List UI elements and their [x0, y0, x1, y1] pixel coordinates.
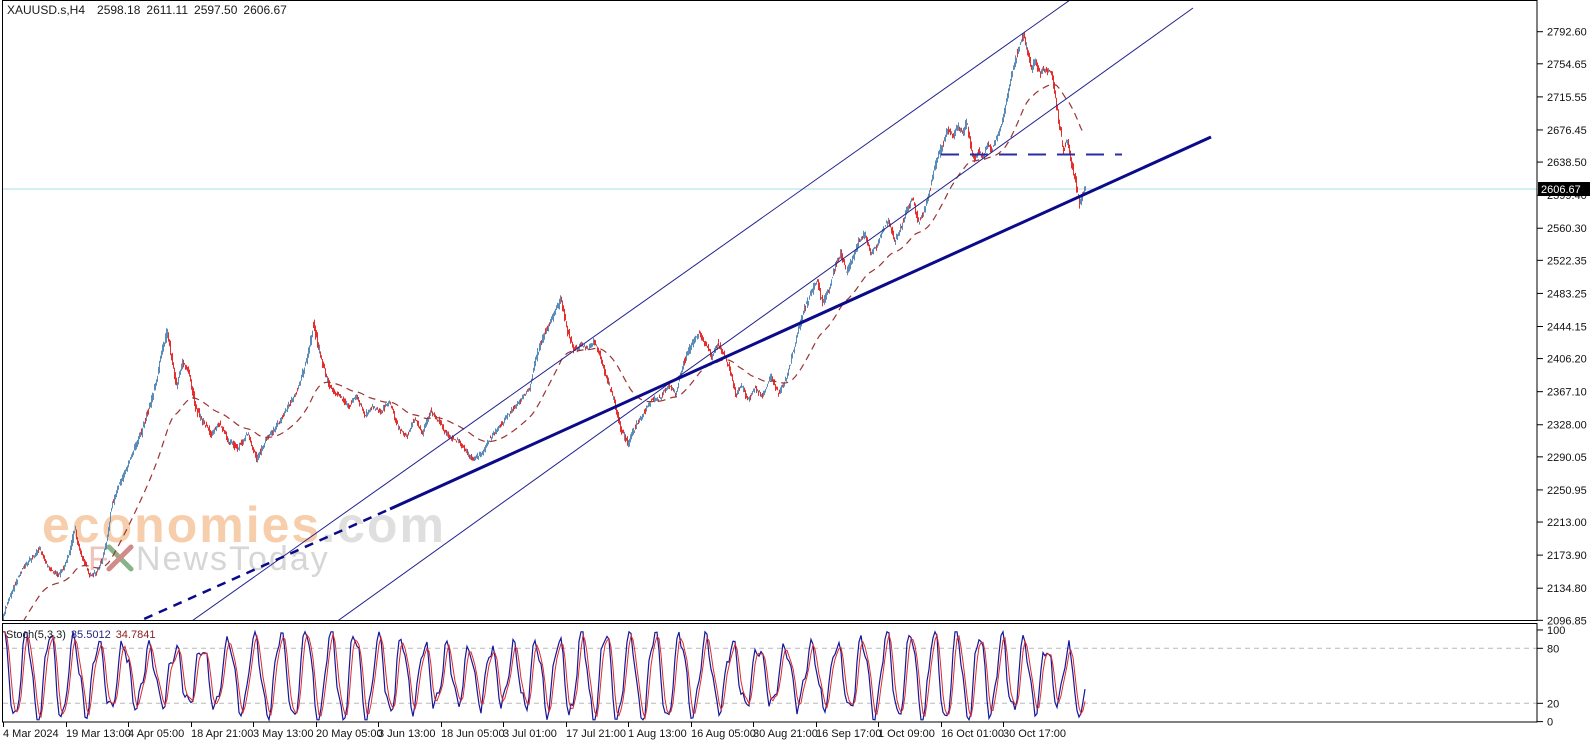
price-axis-label: 2328.00 — [1547, 420, 1587, 432]
price-axis-label: 2638.50 — [1547, 157, 1587, 169]
trendline-support-trendline-thick[interactable] — [389, 135, 1212, 511]
chart-title: XAUUSD.s,H4 2598.18 2611.11 2597.50 2606.67 — [7, 3, 287, 17]
price-axis-label: 2406.20 — [1547, 354, 1587, 366]
price-axis-label: 2367.10 — [1547, 387, 1587, 399]
candlestick-series — [3, 31, 1086, 620]
time-axis-label: 18 Jun 05:00 — [441, 728, 505, 740]
price-axis-label: 2250.95 — [1547, 485, 1587, 497]
stoch-d-line — [3, 631, 1086, 721]
time-axis-label: 16 Aug 05:00 — [691, 728, 756, 740]
price-axis-label: 2096.85 — [1547, 615, 1587, 627]
time-axis-label: 17 Jul 21:00 — [566, 728, 626, 740]
time-axis-label: 20 May 05:00 — [316, 728, 383, 740]
price-axis-label: 2715.55 — [1547, 92, 1587, 104]
price-axis-label: 2290.05 — [1547, 452, 1587, 464]
trendlines-layer — [115, 0, 1212, 640]
time-axis-label: 3 Jul 01:00 — [503, 728, 557, 740]
time-axis-label: 4 Mar 2024 — [3, 728, 59, 740]
price-axis-label: 2560.30 — [1547, 223, 1587, 235]
time-axis-label: 1 Aug 13:00 — [628, 728, 687, 740]
stoch-axis-label: 0 — [1547, 717, 1553, 729]
stoch-axis-label: 100 — [1547, 625, 1565, 637]
stoch-axis-label: 80 — [1547, 643, 1559, 655]
current-price-badge: 2606.67 — [1538, 182, 1590, 196]
time-axis-label: 16 Sep 17:00 — [816, 728, 881, 740]
stoch-axis-label: 20 — [1547, 698, 1559, 710]
current-price-value: 2606.67 — [1541, 184, 1581, 196]
trendline-lower-channel-line[interactable] — [311, 7, 1194, 640]
watermark-brand: economies.com — [42, 497, 446, 553]
time-axis-label: 3 May 13:00 — [253, 728, 314, 740]
price-axis-label: 2444.15 — [1547, 321, 1587, 333]
axes-layer: 2792.602754.652715.552676.452638.502599.… — [3, 27, 1587, 740]
price-axis-label: 2522.35 — [1547, 255, 1587, 267]
time-axis-label: 19 Mar 13:00 — [66, 728, 131, 740]
trendline-upper-channel-line[interactable] — [165, 0, 1070, 640]
time-axis-label: 4 Apr 05:00 — [128, 728, 184, 740]
stoch-indicator-label: Stoch(5,3,3) 35.5012 34.7841 — [6, 629, 155, 641]
trendline-support-trendline-dashed-ext[interactable] — [115, 507, 391, 632]
time-axis-label: 1 Oct 09:00 — [878, 728, 935, 740]
time-axis-label: 3 Jun 13:00 — [378, 728, 436, 740]
stoch-k-line — [3, 629, 1086, 722]
price-axis-label: 2134.80 — [1547, 583, 1587, 595]
time-axis-label: 16 Oct 01:00 — [941, 728, 1004, 740]
price-axis-label: 2676.45 — [1547, 125, 1587, 137]
watermark: economies.com F NewsToday — [42, 497, 446, 578]
main-pane-border — [2, 0, 1538, 621]
fx-cross-icon — [106, 544, 134, 572]
price-axis-label: 2213.00 — [1547, 517, 1587, 529]
price-axis-label: 2173.90 — [1547, 550, 1587, 562]
moving-average — [23, 83, 1085, 620]
pane-frames — [2, 0, 1538, 723]
time-axis-label: 30 Aug 21:00 — [753, 728, 818, 740]
price-axis-label: 2483.25 — [1547, 288, 1587, 300]
stoch-pane-border — [2, 623, 1538, 723]
time-axis-label: 30 Oct 17:00 — [1003, 728, 1066, 740]
price-axis-label: 2754.65 — [1547, 59, 1587, 71]
time-axis-label: 18 Apr 21:00 — [191, 728, 253, 740]
watermark-tagline-prefix: F — [88, 540, 110, 578]
ma-dashed-line — [23, 83, 1085, 620]
price-axis-label: 2792.60 — [1547, 27, 1587, 39]
stochastic-series — [3, 629, 1086, 722]
watermark-tagline: NewsToday — [136, 540, 330, 578]
